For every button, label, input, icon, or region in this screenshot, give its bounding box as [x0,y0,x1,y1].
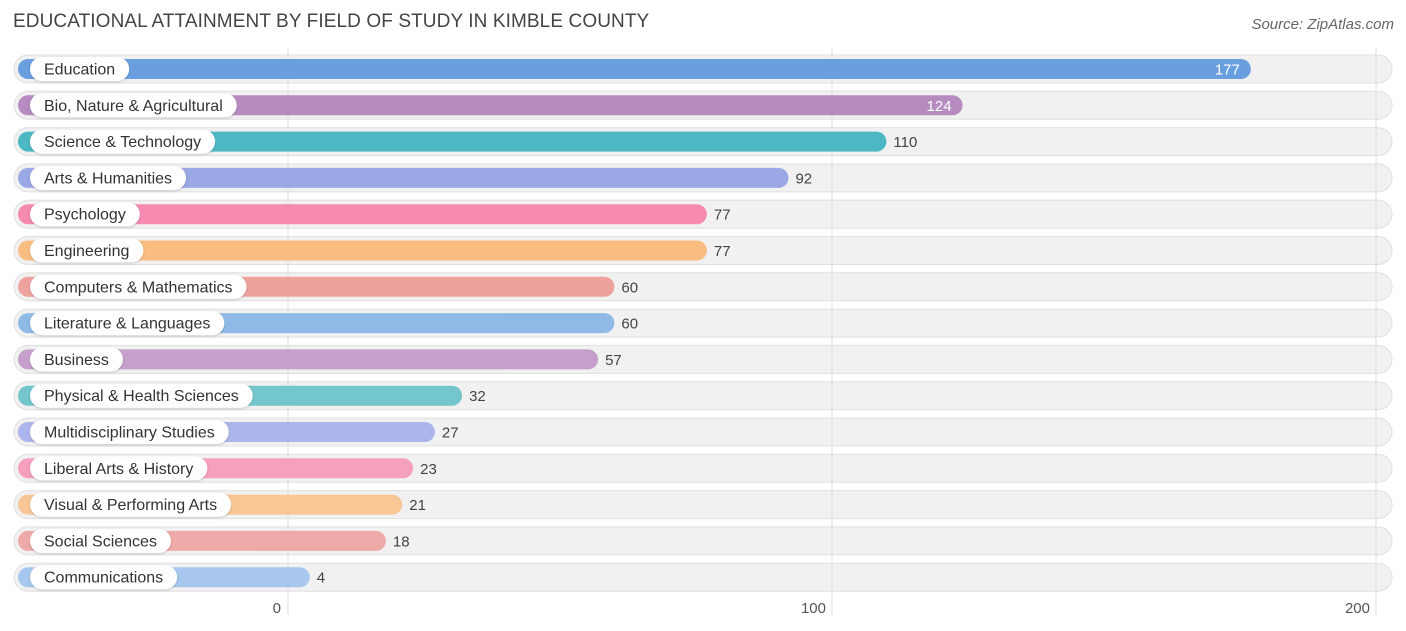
category-label: Visual & Performing Arts [44,497,217,514]
category-label: Science & Technology [44,134,201,151]
category-label-pill [30,202,140,227]
category-label: Computers & Mathematics [44,279,233,296]
value-label: 60 [621,316,638,333]
category-label: Literature & Languages [44,316,210,333]
value-label: 4 [317,570,325,587]
category-label: Liberal Arts & History [44,461,193,478]
value-label: 21 [409,497,426,514]
bar [18,167,789,188]
bar-group: Engineering 77 [18,238,731,263]
category-label-pill [30,129,216,154]
bar-group: Communications 4 [18,565,325,590]
bar-group: Physical & Health Sciences 32 [18,383,486,408]
bar-group: Business 57 [18,347,622,372]
chart-title: EDUCATIONAL ATTAINMENT BY FIELD OF STUDY… [13,11,650,32]
bar-group: Arts & Humanities 92 [18,165,812,190]
value-label: 32 [469,388,486,405]
x-tick-label: 200 [1345,600,1370,617]
category-label-pill [30,238,144,263]
bar-group: Literature & Languages 60 [18,311,638,336]
category-label: Education [44,62,115,79]
category-label: Engineering [44,243,129,260]
x-tick-label: 100 [801,600,826,617]
category-label: Business [44,352,109,369]
bar [18,95,963,116]
value-label: 60 [621,279,638,296]
bar-group: Education 177 [18,57,1251,81]
value-label: 124 [927,98,952,115]
category-label: Multidisciplinary Studies [44,425,215,442]
category-label: Arts & Humanities [44,170,172,187]
bar [18,349,599,370]
value-label: 110 [893,134,917,151]
value-label: 18 [393,533,410,550]
value-label: 77 [714,207,731,224]
value-label: 23 [420,461,437,478]
value-label: 177 [1215,62,1240,79]
bar-group: Bio, Nature & Agricultural 124 [18,93,963,118]
category-label-pill [30,311,225,336]
category-label-pill [30,420,229,444]
bar [18,131,887,152]
category-label: Social Sciences [44,533,157,550]
category-label: Psychology [44,207,126,224]
source-credit: Source: ZipAtlas.com [1251,16,1394,33]
bar-group: Liberal Arts & History 23 [18,456,437,481]
value-label: 27 [442,425,459,442]
category-label: Communications [44,570,163,587]
category-label-pill [30,165,187,190]
bar-group: Social Sciences 18 [18,528,410,553]
bar-group: Science & Technology 110 [18,129,917,154]
bar [18,204,707,225]
row-background [13,562,1393,592]
value-label: 77 [714,243,731,260]
value-label: 57 [605,352,622,369]
category-label-pill [30,456,208,481]
category-label-pill [30,528,171,553]
category-label-pill [30,93,237,118]
bar-group: Multidisciplinary Studies 27 [18,420,459,444]
bar [18,240,707,261]
bar-group: Psychology 77 [18,202,731,227]
category-label-pill [30,565,178,590]
bar-group: Computers & Mathematics 60 [18,274,638,299]
category-label: Bio, Nature & Agricultural [44,98,223,115]
bar [18,59,1251,79]
category-label-pill [30,347,123,372]
category-label-pill [30,57,130,81]
value-label: 92 [795,170,812,187]
category-label-pill [30,492,232,517]
category-label-pill [30,383,253,408]
category-label: Physical & Health Sciences [44,388,239,405]
x-tick-label: 0 [273,600,281,617]
bar-group: Visual & Performing Arts 21 [18,492,426,517]
category-label-pill [30,274,247,299]
